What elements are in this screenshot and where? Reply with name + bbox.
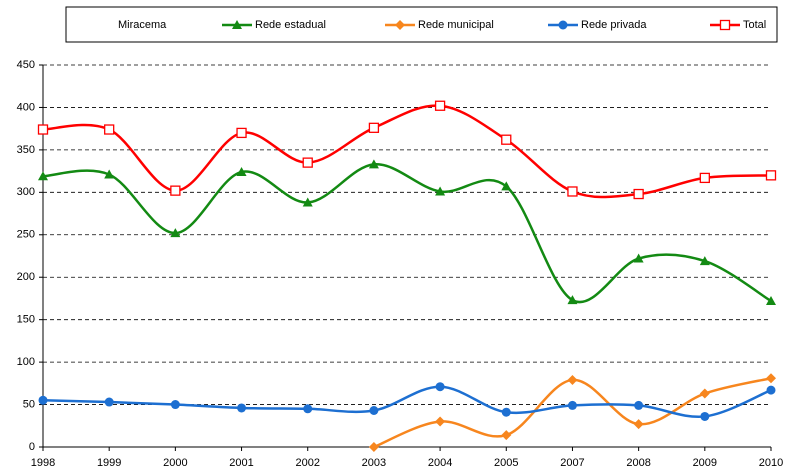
x-tick-label: 2002 [295, 457, 319, 469]
marker [501, 134, 512, 145]
series-line [373, 377, 772, 449]
marker [567, 400, 577, 410]
x-tick-label: 2001 [229, 457, 253, 469]
marker [700, 411, 710, 421]
marker [501, 181, 512, 191]
marker [104, 169, 115, 179]
marker [435, 382, 445, 392]
x-tick-label: 2004 [428, 457, 452, 469]
marker [38, 395, 48, 405]
marker [368, 442, 379, 452]
marker [303, 404, 313, 414]
y-tick-label: 450 [17, 59, 35, 71]
marker [634, 400, 644, 410]
marker [567, 295, 578, 305]
marker [104, 124, 115, 135]
marker [37, 124, 49, 135]
marker [699, 388, 710, 399]
marker [766, 295, 776, 305]
marker [38, 171, 48, 181]
marker [368, 122, 380, 133]
x-tick-label: 2003 [362, 457, 386, 469]
marker [395, 20, 405, 30]
marker [765, 170, 777, 181]
x-tick-label: 2009 [693, 457, 717, 469]
x-tick-label: 2010 [759, 457, 783, 469]
marker [368, 159, 379, 169]
x-tick-label: 1999 [97, 457, 121, 469]
marker [170, 228, 181, 238]
marker [435, 186, 446, 196]
x-tick-label: 2007 [560, 457, 584, 469]
marker [232, 20, 242, 29]
legend-box [65, 6, 778, 43]
marker [766, 385, 776, 395]
y-tick-label: 100 [17, 356, 35, 368]
marker [719, 19, 731, 31]
marker [501, 430, 512, 441]
series-line [42, 163, 772, 304]
y-tick-label: 200 [17, 271, 35, 283]
series-line [42, 385, 772, 419]
legend-title: Miracema [118, 19, 167, 31]
marker [633, 253, 644, 263]
x-tick-label: 2005 [494, 457, 518, 469]
marker [302, 157, 313, 168]
marker [302, 197, 313, 207]
y-tick-label: 350 [17, 144, 35, 156]
marker [558, 20, 568, 30]
marker [766, 373, 776, 384]
marker [435, 416, 446, 427]
y-tick-label: 0 [29, 441, 35, 453]
x-tick-label: 1998 [31, 457, 55, 469]
marker [434, 100, 446, 111]
marker [633, 188, 644, 200]
marker [104, 397, 114, 407]
marker [567, 186, 578, 197]
x-tick-label: 2000 [163, 457, 187, 469]
marker [170, 400, 180, 410]
y-tick-label: 250 [17, 229, 35, 241]
legend-label: Rede municipal [418, 19, 494, 31]
legend-label: Rede estadual [255, 19, 326, 31]
x-tick-label: 2008 [626, 457, 650, 469]
marker [236, 127, 247, 139]
legend-label: Total [743, 19, 766, 31]
series-line [42, 104, 772, 199]
marker [369, 405, 379, 415]
marker [567, 374, 578, 385]
legend-label: Rede privada [581, 19, 647, 31]
marker [501, 407, 511, 417]
marker [170, 185, 181, 196]
marker [699, 256, 710, 266]
y-tick-label: 50 [23, 398, 35, 410]
marker [633, 419, 644, 430]
marker [699, 172, 710, 184]
y-tick-label: 400 [17, 101, 35, 113]
y-tick-label: 300 [17, 186, 35, 198]
y-tick-label: 150 [17, 314, 35, 326]
marker [237, 403, 247, 413]
marker [236, 166, 247, 176]
